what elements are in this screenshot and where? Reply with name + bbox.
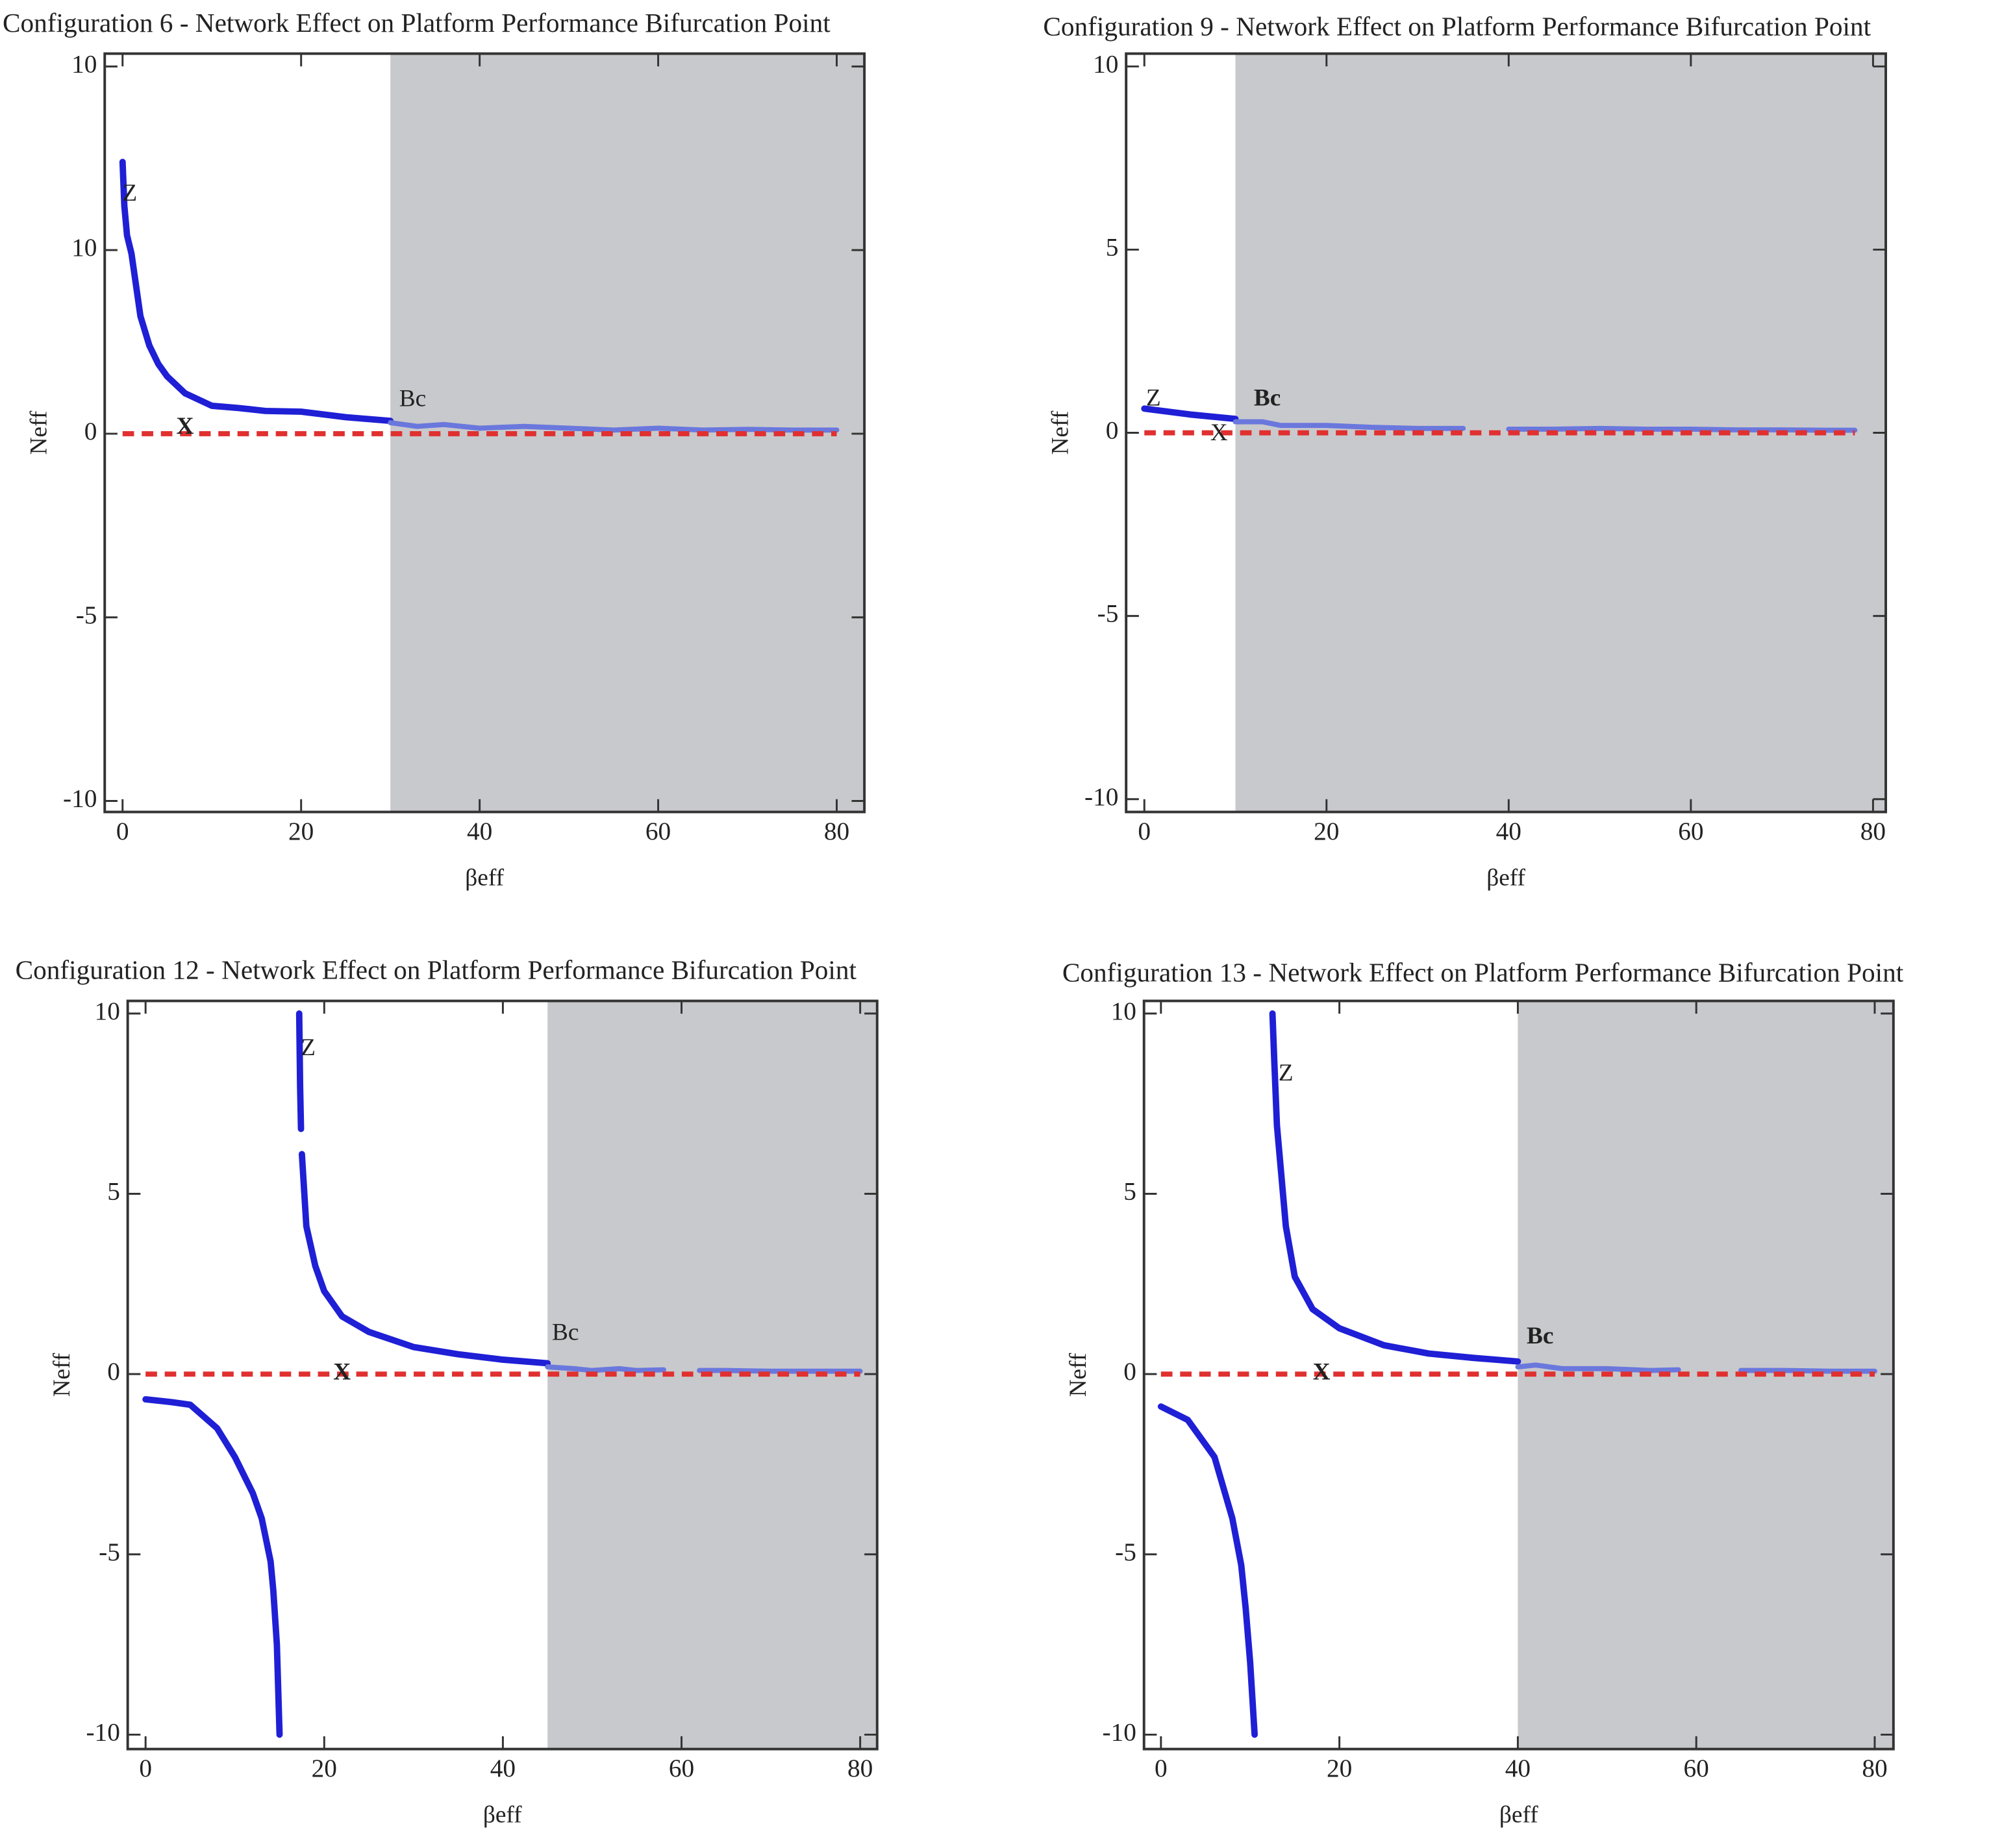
x-tick-label: 60 <box>645 817 671 845</box>
x-tick-label: 0 <box>1138 817 1151 845</box>
x-tick-label: 40 <box>1505 1754 1531 1782</box>
x-axis-label: βeff <box>1486 864 1525 891</box>
y-tick-label: -10 <box>1103 1717 1136 1746</box>
annotation: Z <box>1146 384 1161 411</box>
y-tick-label: 10 <box>1111 997 1136 1025</box>
annotation: X <box>177 413 194 440</box>
y-tick-label: 5 <box>1123 1177 1136 1206</box>
y-tick-label: -10 <box>1084 782 1118 811</box>
y-axis-label: Neff <box>49 1353 75 1397</box>
curve <box>142 1396 283 1738</box>
x-tick-label: 0 <box>116 817 129 845</box>
x-tick-label: 0 <box>1155 1754 1168 1782</box>
supercritical-region <box>1235 53 1886 812</box>
x-tick-label: 80 <box>824 817 849 845</box>
y-axis-label: Neff <box>1047 410 1073 455</box>
chart: Configuration 9 - Network Effect on Plat… <box>1043 12 1888 891</box>
y-tick-label: 10 <box>1093 49 1118 78</box>
curve <box>1232 419 1858 433</box>
y-tick-label: 5 <box>107 1177 120 1206</box>
x-tick-label: 80 <box>847 1754 873 1782</box>
annotation: Z <box>1279 1060 1294 1086</box>
x-tick-label: 40 <box>467 817 492 845</box>
chart: Configuration 13 - Network Effect on Pla… <box>1062 958 1904 1829</box>
y-tick-label: 10 <box>71 233 97 262</box>
chart: Configuration 6 - Network Effect on Plat… <box>3 8 866 891</box>
curve <box>1141 405 1239 423</box>
curve <box>1269 1010 1521 1365</box>
x-tick-label: 20 <box>1314 817 1339 845</box>
y-tick-label: -5 <box>99 1538 120 1566</box>
x-tick-label: 0 <box>139 1754 152 1782</box>
x-tick-label: 40 <box>490 1754 516 1782</box>
y-tick-label: -10 <box>63 784 97 813</box>
x-tick-label: 20 <box>312 1754 337 1782</box>
x-axis-label: βeff <box>483 1801 522 1828</box>
x-axis-label: βeff <box>1499 1801 1538 1828</box>
chart-title: Configuration 12 - Network Effect on Pla… <box>16 955 857 985</box>
x-tick-label: 60 <box>1678 817 1703 845</box>
annotation: Bc <box>1527 1323 1553 1349</box>
y-tick-label: 0 <box>1123 1357 1136 1386</box>
chart-title: Configuration 6 - Network Effect on Plat… <box>3 8 831 38</box>
y-tick-label: 10 <box>71 49 97 78</box>
annotation: Z <box>122 180 137 206</box>
annotation: Bc <box>552 1319 579 1346</box>
curve <box>1157 1403 1258 1738</box>
x-axis-label: βeff <box>465 864 504 891</box>
curve <box>1515 1362 1877 1374</box>
annotation: X <box>1210 419 1228 446</box>
annotation: X <box>1313 1359 1331 1386</box>
x-tick-label: 40 <box>1496 817 1521 845</box>
annotation: X <box>333 1359 351 1386</box>
annotation: Bc <box>1254 384 1281 411</box>
annotation: Z <box>301 1034 316 1061</box>
curve <box>119 158 394 425</box>
y-axis-label: Neff <box>1065 1353 1092 1397</box>
y-axis-label: Neff <box>26 410 53 455</box>
y-tick-label: -5 <box>76 601 97 629</box>
chart-title: Configuration 9 - Network Effect on Plat… <box>1043 12 1871 42</box>
y-tick-label: -5 <box>1097 599 1119 628</box>
curve <box>388 420 840 433</box>
y-tick-label: 0 <box>107 1357 120 1386</box>
y-tick-label: -10 <box>86 1717 119 1746</box>
x-tick-label: 80 <box>1860 817 1886 845</box>
x-tick-label: 60 <box>669 1754 694 1782</box>
x-tick-label: 60 <box>1684 1754 1709 1782</box>
y-tick-label: 0 <box>1106 416 1119 445</box>
x-tick-label: 80 <box>1862 1754 1887 1782</box>
curve <box>295 1010 551 1367</box>
annotation: Bc <box>399 386 426 412</box>
x-tick-label: 20 <box>288 817 314 845</box>
chart-title: Configuration 13 - Network Effect on Pla… <box>1062 958 1904 988</box>
y-tick-label: 10 <box>95 997 120 1025</box>
chart: Configuration 12 - Network Effect on Pla… <box>16 955 879 1828</box>
x-tick-label: 20 <box>1327 1754 1352 1782</box>
y-tick-label: 0 <box>84 417 97 445</box>
y-tick-label: -5 <box>1115 1538 1136 1566</box>
y-tick-label: 5 <box>1106 232 1119 261</box>
curve <box>545 1364 863 1374</box>
